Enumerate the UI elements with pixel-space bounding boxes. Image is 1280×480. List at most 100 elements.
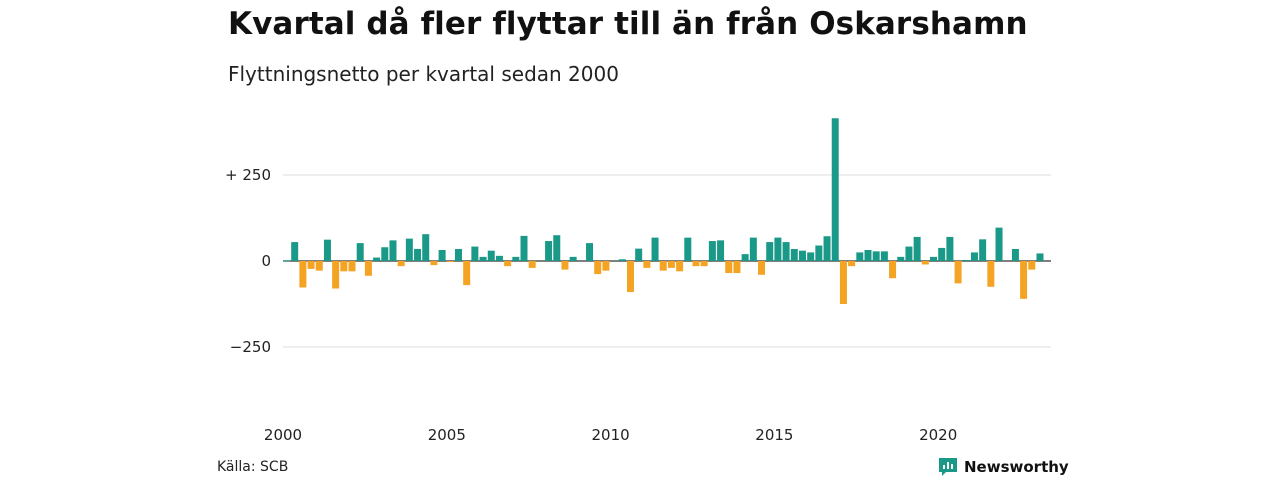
bar	[758, 261, 766, 275]
bar	[340, 261, 348, 272]
bar	[921, 261, 929, 265]
bar	[970, 252, 978, 261]
bar	[774, 237, 782, 261]
bar	[504, 261, 512, 267]
bar	[1020, 261, 1028, 299]
bar	[528, 261, 536, 268]
bar	[512, 256, 520, 261]
bar	[454, 248, 462, 261]
bar	[626, 261, 634, 292]
y-tick-label: −250	[230, 338, 271, 356]
bar	[651, 237, 659, 261]
bar	[323, 239, 331, 261]
bar	[700, 261, 708, 267]
bar	[995, 227, 1003, 261]
bar	[1011, 248, 1019, 261]
bar	[692, 261, 700, 267]
chart-subtitle: Flyttningsnetto per kvartal sedan 2000	[228, 62, 619, 86]
bar	[930, 256, 938, 261]
bar	[741, 254, 749, 261]
bar	[495, 255, 503, 261]
newsworthy-logo-icon	[939, 458, 957, 476]
bar	[708, 241, 716, 261]
bar	[414, 248, 422, 261]
bar	[856, 252, 864, 261]
bar	[864, 249, 872, 261]
bar	[463, 261, 471, 286]
bar	[717, 240, 725, 261]
bar	[283, 260, 290, 262]
bar	[979, 239, 987, 261]
x-tick-label: 2005	[428, 426, 466, 444]
bar	[520, 235, 528, 261]
y-tick-label: 0	[261, 252, 271, 270]
bar	[356, 243, 364, 261]
bar	[307, 261, 315, 269]
bar	[332, 261, 340, 289]
bar	[987, 261, 995, 287]
source-note: Källa: SCB	[217, 459, 289, 475]
bar	[430, 261, 438, 266]
newsworthy-brand[interactable]: Newsworthy	[938, 457, 1069, 477]
bar	[815, 245, 823, 261]
bar	[1036, 253, 1044, 261]
bar	[389, 240, 397, 261]
bar	[348, 261, 356, 272]
bar	[831, 118, 839, 262]
y-tick-label: + 250	[225, 166, 271, 184]
bar	[397, 261, 405, 267]
x-tick-label: 2010	[592, 426, 630, 444]
bar	[790, 248, 798, 261]
bar	[446, 261, 454, 263]
bar	[897, 256, 905, 261]
bar	[602, 261, 610, 271]
bar	[684, 237, 692, 261]
bar	[848, 261, 856, 267]
x-axis-ticks: 2000 2005 2010 2015 2020	[264, 426, 957, 444]
bar	[635, 248, 643, 261]
bar	[438, 249, 446, 261]
bar	[938, 247, 946, 261]
bar	[553, 235, 561, 261]
bar	[381, 247, 389, 261]
bar	[839, 261, 847, 304]
bar	[643, 261, 651, 268]
y-axis-ticks: + 250 0 −250	[225, 166, 271, 356]
bar	[872, 251, 880, 261]
bar	[569, 256, 577, 261]
bar	[798, 250, 806, 261]
x-tick-label: 2015	[755, 426, 793, 444]
bar	[479, 256, 487, 261]
bar	[766, 242, 774, 261]
bar	[364, 261, 372, 276]
brand-name: Newsworthy	[964, 458, 1069, 476]
bar	[1028, 261, 1036, 270]
bar	[749, 237, 757, 261]
bar	[667, 261, 675, 268]
bar	[880, 251, 888, 261]
bar	[946, 236, 954, 261]
bar	[471, 246, 479, 261]
chart-title: Kvartal då fler flyttar till än från Osk…	[228, 6, 1028, 42]
bar	[561, 261, 569, 270]
bar	[889, 261, 897, 279]
bar	[594, 261, 602, 275]
bar	[954, 261, 962, 284]
x-tick-label: 2000	[264, 426, 302, 444]
bar	[823, 236, 831, 261]
bar	[905, 246, 913, 261]
bars	[283, 118, 1044, 304]
bar	[291, 242, 299, 261]
x-tick-label: 2020	[919, 426, 957, 444]
bar	[545, 241, 553, 261]
bar	[962, 259, 970, 261]
bar	[586, 243, 594, 261]
bar	[676, 261, 684, 272]
bar	[299, 261, 307, 288]
bar	[782, 242, 790, 261]
bar	[618, 259, 626, 261]
bar	[373, 257, 381, 261]
bar	[422, 234, 430, 261]
bar	[725, 261, 733, 274]
